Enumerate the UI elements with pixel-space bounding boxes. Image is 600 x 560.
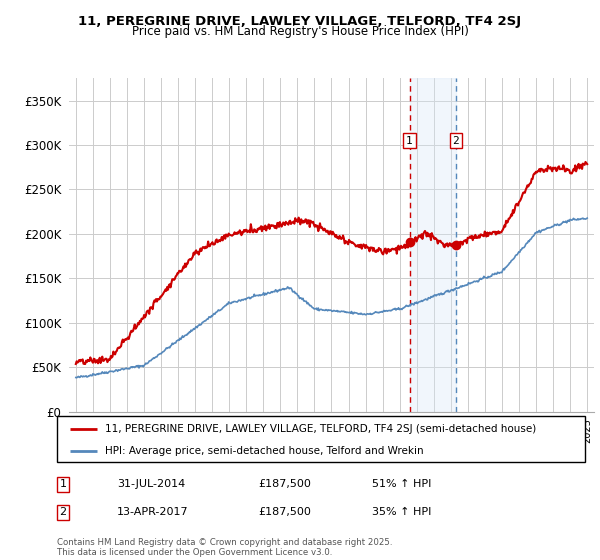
FancyBboxPatch shape xyxy=(57,416,585,462)
Text: 1: 1 xyxy=(406,136,413,146)
Text: 11, PEREGRINE DRIVE, LAWLEY VILLAGE, TELFORD, TF4 2SJ: 11, PEREGRINE DRIVE, LAWLEY VILLAGE, TEL… xyxy=(79,15,521,27)
Text: Price paid vs. HM Land Registry's House Price Index (HPI): Price paid vs. HM Land Registry's House … xyxy=(131,25,469,38)
Text: 51% ↑ HPI: 51% ↑ HPI xyxy=(372,479,431,489)
Text: 13-APR-2017: 13-APR-2017 xyxy=(117,507,188,517)
Text: 1: 1 xyxy=(59,479,67,489)
Text: 35% ↑ HPI: 35% ↑ HPI xyxy=(372,507,431,517)
Text: 31-JUL-2014: 31-JUL-2014 xyxy=(117,479,185,489)
Text: Contains HM Land Registry data © Crown copyright and database right 2025.
This d: Contains HM Land Registry data © Crown c… xyxy=(57,538,392,557)
Text: 11, PEREGRINE DRIVE, LAWLEY VILLAGE, TELFORD, TF4 2SJ (semi-detached house): 11, PEREGRINE DRIVE, LAWLEY VILLAGE, TEL… xyxy=(104,424,536,434)
Text: 2: 2 xyxy=(452,136,459,146)
Text: £187,500: £187,500 xyxy=(258,479,311,489)
Text: HPI: Average price, semi-detached house, Telford and Wrekin: HPI: Average price, semi-detached house,… xyxy=(104,446,423,455)
Text: £187,500: £187,500 xyxy=(258,507,311,517)
Bar xyxy=(410,78,456,412)
Text: 2: 2 xyxy=(59,507,67,517)
